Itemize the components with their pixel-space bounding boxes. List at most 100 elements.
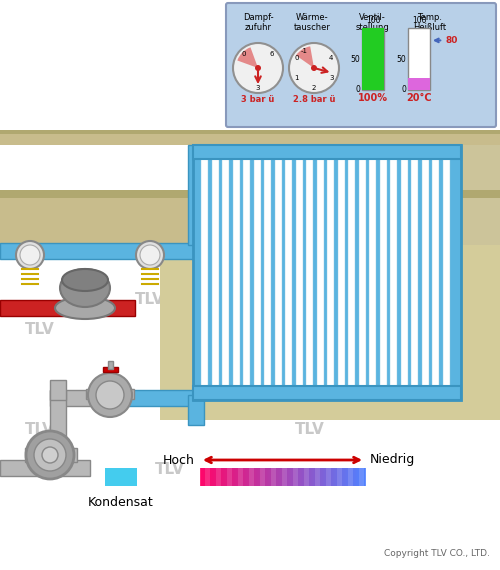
Bar [240, 468, 242, 486]
Bar [0, 460, 90, 476]
Bar [318, 468, 320, 486]
Bar [348, 157, 355, 388]
Bar [341, 468, 342, 486]
Circle shape [26, 431, 74, 479]
Bar [292, 468, 293, 486]
Bar [280, 468, 282, 486]
Bar [336, 468, 337, 486]
Bar [272, 468, 274, 486]
Bar [278, 468, 280, 486]
Bar [356, 468, 358, 486]
Circle shape [20, 245, 40, 265]
Text: 3: 3 [256, 85, 260, 91]
Bar [208, 468, 210, 486]
Text: 6: 6 [270, 51, 274, 57]
Bar [275, 468, 276, 486]
Text: TLV: TLV [25, 323, 55, 337]
Bar [0, 300, 135, 316]
Text: TLV: TLV [295, 422, 325, 438]
Bar [411, 157, 418, 388]
Bar [343, 468, 344, 486]
Bar [245, 468, 247, 486]
Wedge shape [296, 46, 314, 68]
Text: Dampf-
zufuhr: Dampf- zufuhr [242, 13, 274, 32]
Bar [0, 0, 500, 192]
Bar [25, 448, 37, 462]
Bar [311, 468, 313, 486]
Ellipse shape [62, 269, 108, 291]
Bar [358, 468, 359, 486]
Bar [345, 468, 347, 486]
Text: 50: 50 [396, 55, 406, 63]
Bar [316, 468, 317, 486]
Bar [222, 468, 224, 486]
Bar [360, 468, 361, 486]
Bar [105, 390, 200, 406]
Bar [308, 468, 310, 486]
Bar [0, 190, 500, 198]
Bar [312, 468, 314, 486]
FancyBboxPatch shape [226, 3, 496, 127]
Bar [338, 468, 339, 486]
Bar [264, 157, 271, 388]
Bar [193, 145, 461, 400]
Bar [264, 468, 266, 486]
Bar [342, 468, 344, 486]
Bar [0, 130, 500, 134]
Bar [304, 468, 305, 486]
Bar [0, 243, 205, 259]
Bar [294, 468, 295, 486]
Bar [210, 468, 212, 486]
Bar [390, 157, 397, 388]
Bar [274, 157, 281, 388]
Bar [340, 468, 342, 486]
Bar [105, 468, 137, 486]
Text: 100: 100 [412, 16, 426, 25]
Bar [328, 468, 330, 486]
Bar [348, 468, 349, 486]
Bar [0, 130, 500, 145]
Bar [258, 468, 260, 486]
Circle shape [311, 65, 317, 71]
Bar [238, 468, 239, 486]
Ellipse shape [60, 269, 110, 307]
Bar [314, 468, 316, 486]
Bar [270, 468, 271, 486]
Bar [334, 468, 336, 486]
Bar [216, 468, 217, 486]
Bar [369, 157, 376, 388]
Bar [350, 468, 352, 486]
Bar [338, 157, 344, 388]
Bar [232, 157, 239, 388]
Bar [204, 468, 205, 486]
Bar [272, 468, 273, 486]
Bar [284, 468, 286, 486]
Bar [218, 468, 220, 486]
Bar [216, 468, 218, 486]
Bar [292, 468, 294, 486]
Wedge shape [238, 47, 258, 68]
Text: Copyright TLV CO., LTD.: Copyright TLV CO., LTD. [384, 549, 490, 558]
Bar [442, 157, 450, 388]
Bar [243, 157, 250, 388]
Bar [326, 468, 327, 486]
Bar [326, 468, 328, 486]
Bar [276, 468, 278, 486]
Bar [364, 468, 366, 486]
Bar [314, 468, 315, 486]
Text: 0: 0 [401, 86, 406, 95]
Bar [224, 468, 226, 486]
Text: 0: 0 [355, 86, 360, 95]
Text: Ventil-
stellung: Ventil- stellung [355, 13, 389, 32]
Bar [250, 468, 251, 486]
Bar [267, 468, 269, 486]
Bar [200, 468, 202, 486]
Bar [214, 468, 216, 486]
Bar [346, 468, 348, 486]
Bar [279, 468, 281, 486]
Bar [309, 468, 310, 486]
Bar [212, 468, 214, 486]
Bar [288, 468, 290, 486]
Bar [240, 468, 242, 486]
Text: Kondensat: Kondensat [88, 496, 154, 509]
